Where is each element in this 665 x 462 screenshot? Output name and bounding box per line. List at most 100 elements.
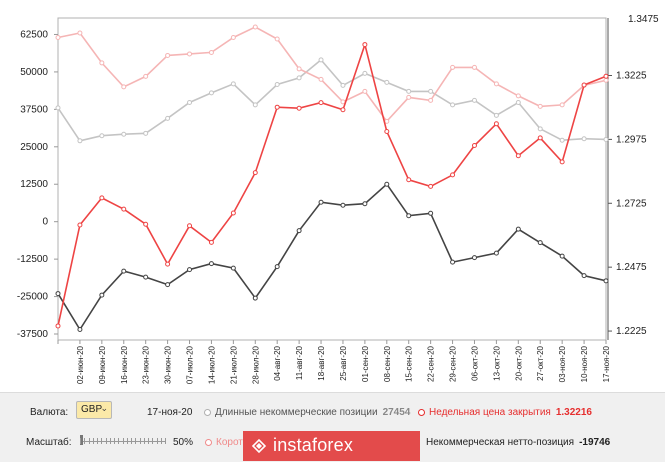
series-1-point — [121, 84, 127, 90]
zoom-tick — [105, 438, 107, 444]
series-3-point — [55, 291, 61, 297]
y-right-tick-label: 1.2725 — [616, 198, 647, 209]
series-3-point — [230, 265, 236, 271]
series-1-point — [603, 77, 609, 83]
series-1-point — [143, 73, 149, 79]
series-0-point — [340, 82, 346, 88]
series-0-point — [230, 81, 236, 87]
zoom-tick — [126, 438, 128, 444]
brand-name: instaforex — [273, 435, 354, 455]
series-2-point — [143, 221, 149, 227]
series-2-point — [165, 261, 171, 267]
series-0 — [55, 57, 609, 144]
series-2-point — [99, 195, 105, 201]
series-0-point — [318, 57, 324, 63]
series-3-point — [121, 268, 127, 274]
zoom-tick — [97, 438, 98, 444]
x-tick-label: 18-авг-20 — [317, 345, 326, 380]
y-left-tick-label: 12500 — [20, 179, 48, 190]
series-3-point — [384, 181, 390, 187]
zoom-tick — [114, 438, 115, 444]
series-3-point — [77, 327, 83, 333]
x-tick-label: 04-авг-20 — [273, 345, 282, 380]
series-3-point — [252, 295, 258, 301]
series-2-point — [603, 73, 609, 79]
series-1-point — [406, 94, 412, 100]
y-left-tick-label: 0 — [42, 217, 48, 228]
series-2-point — [384, 128, 390, 134]
series-3-point — [187, 267, 193, 273]
series-1-point — [362, 88, 368, 94]
y-right-tick-label: 1.2475 — [616, 262, 647, 273]
currency-select[interactable]: GBP ⌄ — [76, 401, 112, 419]
series-0-point — [252, 102, 258, 108]
series-1 — [55, 24, 609, 124]
series-1-point — [252, 24, 258, 30]
series-0-point — [121, 131, 127, 137]
x-tick-label: 17-ноя-20 — [602, 345, 611, 382]
series-line-0 — [57, 58, 607, 142]
y-right-tick-label: 1.2225 — [616, 326, 647, 337]
series-1-point — [471, 64, 477, 70]
y-left-tick-label: -12500 — [17, 254, 49, 265]
series-1-point — [559, 102, 565, 108]
zoom-tick — [143, 438, 145, 444]
legend-net[interactable]: Некоммерческая нетто-позиция -19746 — [426, 437, 610, 448]
legend-price-value: 1.32216 — [555, 407, 592, 418]
legend-price-label: Недельная цена закрытия — [429, 407, 551, 418]
zoom-tick — [152, 438, 154, 444]
x-tick-label: 29-сен-20 — [449, 345, 458, 382]
zoom-label: Масштаб: — [26, 437, 72, 448]
x-tick-label: 30-июн-20 — [164, 345, 173, 384]
series-0-point — [362, 70, 368, 76]
y-right-top-tick-label: 1.3475 — [628, 14, 659, 25]
y-left-tick-label: 62500 — [20, 29, 48, 40]
series-2-point — [362, 42, 368, 48]
zoom-handle[interactable] — [80, 435, 83, 445]
zoom-tick — [88, 438, 90, 444]
series-0-point — [187, 99, 193, 105]
series-3-point — [208, 261, 214, 267]
date-text: 17-ноя-20 — [147, 407, 193, 418]
series-0-point — [77, 138, 83, 144]
series-3-point — [581, 273, 587, 279]
currency-label: Валюта: — [30, 407, 69, 418]
series-1-point — [165, 52, 171, 58]
x-tick-label: 25-авг-20 — [339, 345, 348, 380]
legend-short-dot — [205, 438, 212, 446]
x-tick-label: 13-окт-20 — [492, 345, 501, 380]
series-line-2 — [57, 41, 607, 327]
series-0-point — [450, 102, 456, 108]
x-tick-label: 28-июл-20 — [251, 345, 260, 384]
zoom-tick — [92, 438, 94, 444]
series-2-point — [581, 82, 587, 88]
x-tick-label: 09-июн-20 — [98, 345, 107, 384]
x-tick-label: 06-окт-20 — [470, 345, 479, 380]
zoom-value: 50% — [173, 437, 194, 448]
brand-banner[interactable]: instaforex — [243, 431, 420, 461]
legend-short[interactable]: Корото — [205, 437, 248, 448]
zoom-tick — [139, 438, 141, 444]
y-right-tick-label: 1.2975 — [616, 134, 647, 145]
series-1-point — [55, 34, 61, 40]
series-2-point — [428, 183, 434, 189]
legend-long-dot — [204, 408, 211, 416]
series-1-point — [230, 34, 236, 40]
series-3-point — [537, 240, 543, 246]
series-1-point — [493, 81, 499, 87]
y-left-tick-label: 50000 — [20, 67, 48, 78]
zoom-tick — [131, 438, 132, 444]
series-0-point — [274, 81, 280, 87]
series-0-point — [99, 133, 105, 139]
series-3-point — [165, 282, 171, 288]
zoom-slider[interactable] — [80, 435, 166, 447]
zoom-tick — [165, 438, 166, 444]
series-2-point — [121, 206, 127, 212]
legend-long[interactable]: Длинные некоммерческие позиции 27454 — [204, 407, 410, 418]
series-3-point — [318, 199, 324, 205]
x-tick-label: 08-сен-20 — [383, 345, 392, 382]
chevron-down-icon: ⌄ — [100, 403, 108, 413]
series-2 — [55, 41, 609, 329]
legend-price[interactable]: Недельная цена закрытия 1.32216 — [418, 407, 592, 418]
series-2-point — [493, 121, 499, 127]
